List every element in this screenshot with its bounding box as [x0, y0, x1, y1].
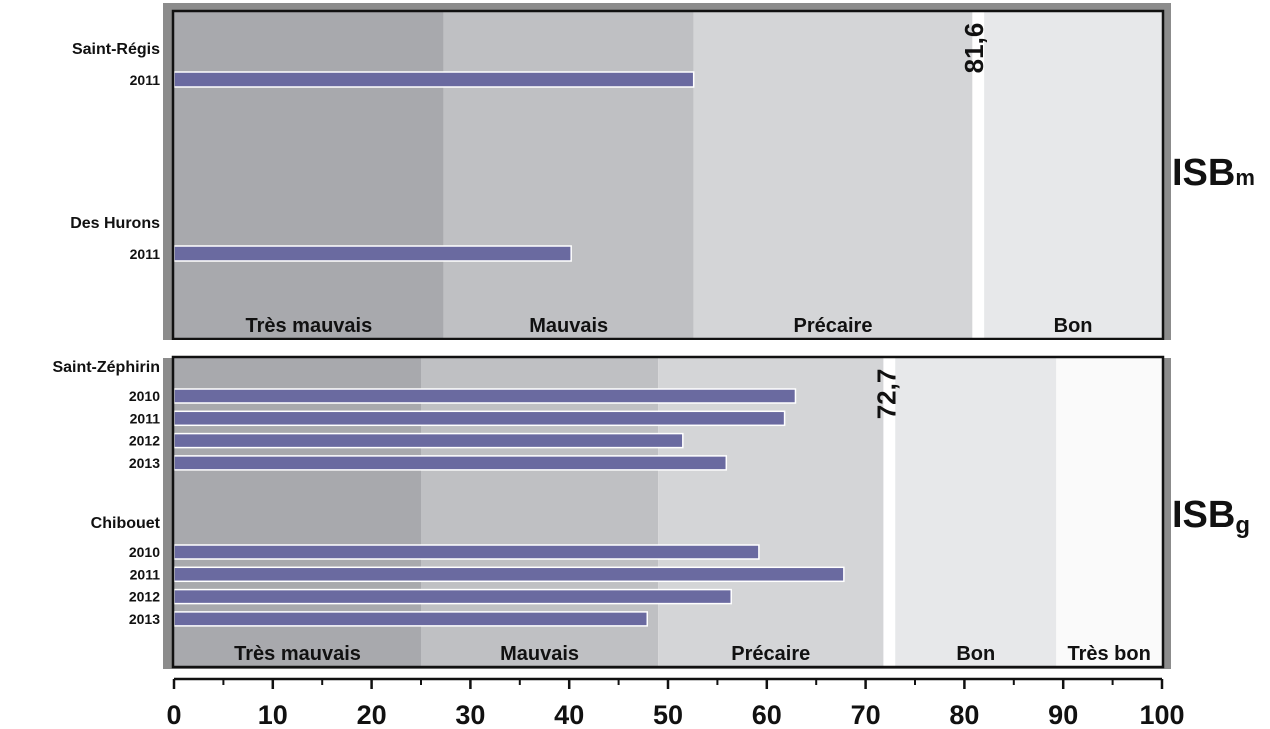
panel-isb-m: Très mauvais Mauvais Précaire Bon 81,6 Saint-… [70, 11, 1163, 339]
group-label: Saint-Zéphirin [52, 359, 160, 376]
x-tick-label: 90 [1048, 700, 1078, 729]
class-label: Très mauvais [234, 643, 361, 665]
class-label: Précaire [731, 643, 810, 665]
index-label-isb-g: ISBg [1172, 494, 1250, 539]
class-band [174, 12, 444, 338]
x-tick-label: 80 [949, 700, 979, 729]
x-tick-label: 50 [653, 700, 683, 729]
year-label: 2012 [129, 433, 160, 449]
x-tick-label: 0 [166, 700, 181, 729]
x-tick-label: 30 [455, 700, 485, 729]
x-tick-label: 100 [1139, 700, 1184, 729]
year-label: 2013 [129, 611, 160, 627]
class-band [1056, 358, 1162, 666]
x-tick-label: 10 [258, 700, 288, 729]
data-bar [174, 567, 844, 581]
x-tick-label: 40 [554, 700, 584, 729]
year-label: 2011 [130, 566, 161, 582]
year-label: 2011 [130, 246, 161, 262]
data-bar [174, 456, 726, 470]
group-label: Des Hurons [70, 215, 160, 232]
year-label: 2011 [130, 72, 161, 88]
class-label: Très mauvais [245, 315, 372, 337]
class-band [694, 12, 973, 338]
year-label: 2012 [129, 589, 160, 605]
class-label: Très bon [1067, 643, 1150, 665]
class-band [444, 12, 694, 338]
class-band [984, 12, 1162, 338]
year-label: 2010 [129, 544, 160, 560]
x-tick-label: 60 [752, 700, 782, 729]
data-bar [174, 590, 731, 604]
data-bar [174, 545, 759, 559]
year-label: 2010 [129, 388, 160, 404]
threshold-label: 72,7 [871, 369, 901, 420]
group-label: Saint-Régis [72, 41, 160, 58]
class-band [895, 358, 1056, 666]
data-bar [174, 246, 571, 261]
threshold-label: 81,6 [959, 23, 989, 74]
data-bar [174, 411, 785, 425]
data-bar [174, 72, 694, 87]
year-label: 2011 [130, 410, 161, 426]
panel-divider [163, 340, 1171, 358]
class-band [658, 358, 883, 666]
x-axis: 0 10 20 30 40 50 60 70 80 90 100 [166, 679, 1184, 729]
class-label: Mauvais [500, 643, 579, 665]
data-bar [174, 434, 683, 448]
x-tick-label: 70 [851, 700, 881, 729]
class-label: Précaire [794, 315, 873, 337]
x-tick-label: 20 [357, 700, 387, 729]
group-label: Chibouet [91, 515, 161, 532]
data-bar [174, 389, 795, 403]
class-label: Mauvais [529, 315, 608, 337]
class-label: Bon [956, 643, 995, 665]
class-label: Bon [1054, 315, 1093, 337]
panel-isb-g: Très mauvais Mauvais Précaire Bon Très bon 72… [52, 357, 1163, 667]
data-bar [174, 612, 647, 626]
index-label-isb-m: ISBm [1172, 152, 1255, 194]
year-label: 2013 [129, 455, 160, 471]
